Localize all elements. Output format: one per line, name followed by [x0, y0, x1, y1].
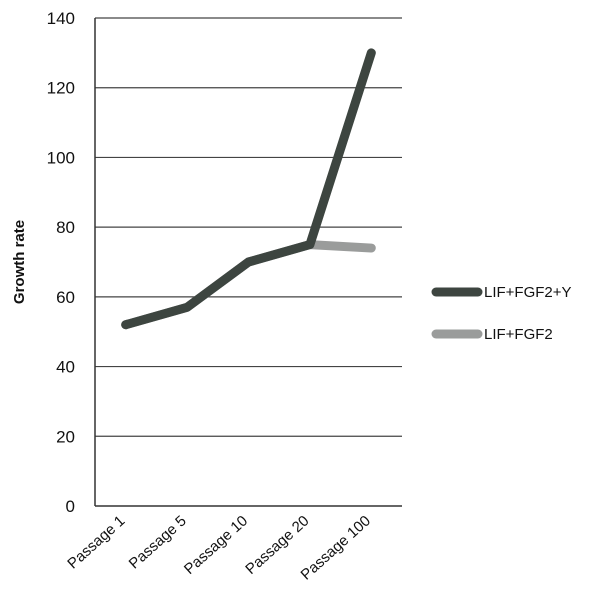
- y-tick-label: 140: [47, 9, 75, 28]
- y-axis-title: Growth rate: [11, 220, 28, 304]
- y-tick-label: 0: [66, 497, 75, 516]
- x-tick-label: Passage 10: [181, 512, 251, 578]
- y-tick-label: 80: [56, 218, 75, 237]
- axes: [94, 18, 402, 507]
- legend-label: LIF+FGF2: [484, 326, 553, 343]
- x-tick-label: Passage 1: [64, 512, 128, 572]
- y-tick-label: 120: [47, 79, 75, 98]
- x-tick-label: Passage 5: [126, 512, 190, 572]
- y-tick-label: 60: [56, 288, 75, 307]
- y-tick-label: 100: [47, 148, 75, 167]
- y-tick-labels: 0 20 40 60 80 100 120 140: [47, 9, 75, 516]
- gridlines: [95, 17, 402, 437]
- y-tick-label: 40: [56, 358, 75, 377]
- series-lines: [121, 48, 376, 330]
- legend-label: LIF+FGF2+Y: [484, 284, 572, 301]
- y-tick-label: 20: [56, 427, 75, 446]
- legend: LIF+FGF2+Y LIF+FGF2: [431, 284, 572, 343]
- series-line-lif-fgf2-y: [121, 48, 376, 330]
